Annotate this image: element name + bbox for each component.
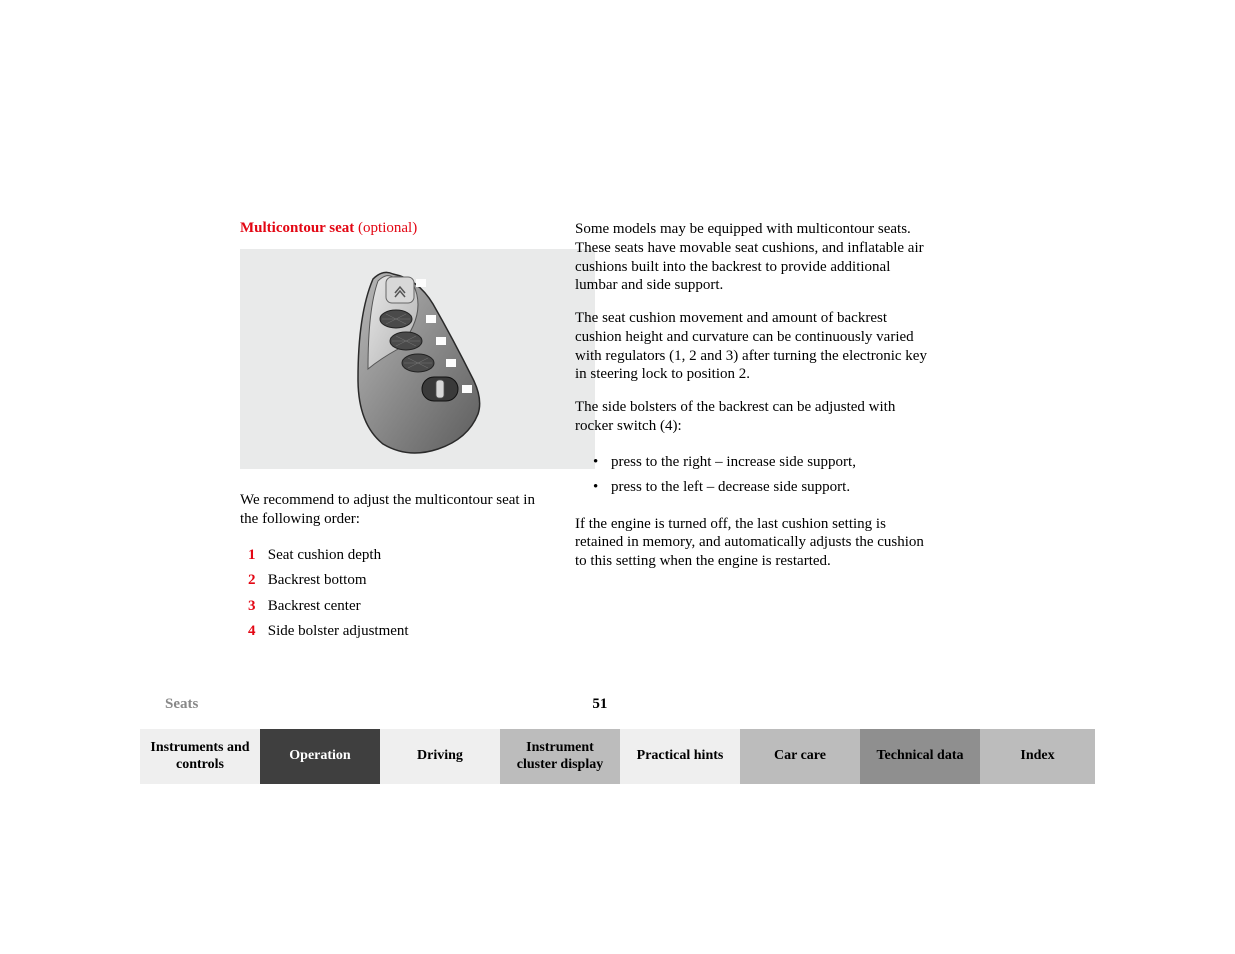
- left-column: Multicontour seat (optional): [140, 220, 535, 645]
- tab-instruments-controls[interactable]: Instruments and controls: [140, 729, 260, 784]
- tab-technical-data[interactable]: Technical data: [860, 729, 980, 784]
- tab-driving[interactable]: Driving: [380, 729, 500, 784]
- two-column-layout: Multicontour seat (optional): [140, 220, 1095, 645]
- tab-instrument-cluster[interactable]: Instrument cluster display: [500, 729, 620, 784]
- bottom-tab-bar: Instruments and controls Operation Drivi…: [140, 729, 1095, 784]
- item-label: Seat cushion depth: [268, 547, 381, 563]
- paragraph: The seat cushion movement and amount of …: [575, 309, 935, 384]
- paragraph: The side bolsters of the backrest can be…: [575, 398, 935, 436]
- paragraph: If the engine is turned off, the last cu…: [575, 515, 935, 571]
- heading-title: Multicontour seat: [240, 220, 354, 236]
- right-column: Some models may be equipped with multico…: [575, 220, 935, 645]
- page-number: 51: [592, 696, 607, 713]
- left-intro-paragraph: We recommend to adjust the multicontour …: [240, 491, 535, 529]
- section-heading: Multicontour seat (optional): [240, 220, 535, 237]
- tab-practical-hints[interactable]: Practical hints: [620, 729, 740, 784]
- list-item: 1 Seat cushion depth: [248, 543, 535, 569]
- page-content: Multicontour seat (optional): [140, 220, 1095, 645]
- bullet-item: press to the right – increase side suppo…: [593, 450, 935, 476]
- item-label: Backrest bottom: [268, 572, 367, 588]
- bullet-item: press to the left – decrease side suppor…: [593, 475, 935, 501]
- tab-car-care[interactable]: Car care: [740, 729, 860, 784]
- side-bolster-list: press to the right – increase side suppo…: [593, 450, 935, 501]
- tab-operation[interactable]: Operation: [260, 729, 380, 784]
- item-number: 1: [248, 543, 264, 569]
- footer-section-name: Seats: [165, 696, 198, 713]
- item-number: 4: [248, 619, 264, 645]
- list-item: 2 Backrest bottom: [248, 568, 535, 594]
- tab-index[interactable]: Index: [980, 729, 1095, 784]
- seat-control-illustration: [338, 259, 498, 459]
- heading-optional: (optional): [358, 220, 417, 236]
- list-item: 3 Backrest center: [248, 594, 535, 620]
- adjustment-order-list: 1 Seat cushion depth 2 Backrest bottom 3…: [248, 543, 535, 645]
- item-number: 2: [248, 568, 264, 594]
- paragraph: Some models may be equipped with multico…: [575, 220, 935, 295]
- item-label: Side bolster adjustment: [268, 623, 409, 639]
- seat-control-figure: [240, 249, 595, 469]
- item-label: Backrest center: [268, 598, 361, 614]
- page-footer: Seats 51: [140, 696, 1095, 713]
- item-number: 3: [248, 594, 264, 620]
- list-item: 4 Side bolster adjustment: [248, 619, 535, 645]
